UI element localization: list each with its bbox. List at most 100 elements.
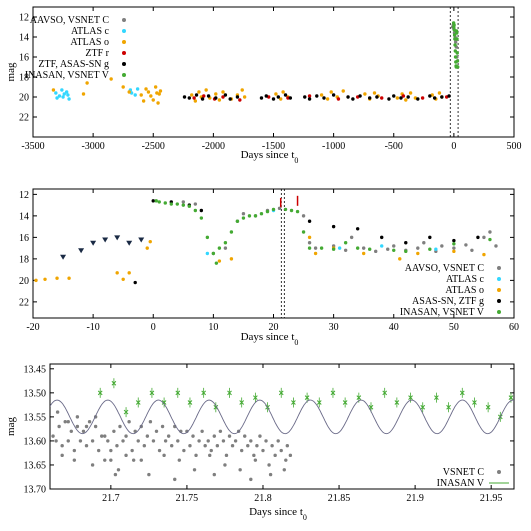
data-point	[201, 390, 207, 396]
data-point	[67, 276, 71, 280]
legend-label: ATLAS c	[71, 26, 110, 37]
data-point	[177, 458, 182, 462]
data-point	[124, 453, 128, 458]
data-point	[141, 99, 146, 103]
y-tick-label: 14	[19, 211, 29, 222]
data-point	[482, 252, 486, 257]
data-point	[62, 92, 66, 96]
data-point	[221, 439, 226, 443]
data-point	[401, 94, 406, 98]
data-point	[139, 93, 143, 97]
data-point	[57, 424, 61, 429]
data-point	[253, 395, 258, 401]
data-point	[127, 419, 131, 424]
plot-area	[51, 7, 460, 137]
data-point	[392, 248, 396, 252]
panel-bottom: 21.7 21.75 21.8 21.85 21.9 21.95 13.45 13.50 13.…	[5, 363, 515, 522]
legend-label: INASAN, VSNET V	[400, 307, 485, 318]
data-point	[288, 453, 293, 458]
data-point	[221, 95, 225, 99]
data-point	[66, 419, 70, 424]
data-point	[472, 400, 477, 405]
data-point	[176, 439, 180, 443]
data-point	[130, 448, 134, 453]
data-point	[289, 208, 294, 213]
legend-label: ATLAS o	[445, 285, 484, 296]
legend-swatch	[122, 40, 126, 44]
data-point	[233, 439, 238, 443]
x-tick-label: 500	[507, 141, 522, 152]
data-point	[181, 203, 186, 207]
data-point	[51, 434, 55, 438]
data-point	[194, 453, 198, 458]
data-point	[349, 235, 354, 240]
x-tick-label: 21.75	[176, 493, 199, 504]
y-tick-label: 12	[19, 190, 29, 201]
data-point	[428, 94, 432, 98]
data-point	[109, 458, 113, 462]
data-point	[253, 214, 258, 218]
data-point	[209, 448, 213, 453]
data-point	[258, 434, 262, 438]
data-point	[135, 87, 140, 91]
data-point	[212, 434, 217, 438]
y-tick-label: 13.50	[24, 388, 47, 399]
data-point	[313, 251, 318, 256]
data-point	[221, 90, 225, 94]
legend-swatch	[497, 277, 501, 281]
legend-label: ZTF r	[85, 48, 109, 59]
data-point	[102, 237, 109, 243]
data-point	[158, 89, 163, 93]
x-tick-label: 40	[389, 322, 399, 333]
data-point	[452, 246, 456, 250]
data-point	[230, 444, 235, 448]
data-point	[295, 209, 300, 214]
data-point	[240, 88, 244, 92]
data-point	[60, 88, 64, 92]
x-axis-label-main: Days since t	[241, 149, 295, 161]
data-point	[121, 85, 125, 89]
data-point	[428, 247, 432, 251]
data-point	[193, 208, 198, 213]
data-point	[153, 85, 158, 89]
data-point	[111, 380, 117, 386]
legend-swatch	[122, 73, 126, 77]
data-point	[138, 237, 145, 243]
data-point	[331, 93, 336, 97]
data-point	[100, 434, 104, 438]
data-point	[420, 404, 426, 410]
data-point	[147, 472, 151, 477]
x-tick-label: 60	[509, 322, 519, 333]
data-point	[242, 95, 247, 99]
data-point	[452, 238, 456, 243]
data-point	[87, 419, 92, 424]
plot-area	[34, 189, 498, 318]
data-point	[455, 51, 459, 55]
data-point	[432, 96, 437, 100]
x-tick-label: 0	[451, 141, 456, 152]
data-point	[55, 276, 59, 280]
data-point	[416, 251, 420, 256]
data-point	[252, 453, 256, 458]
y-tick-label: 22	[19, 297, 29, 308]
data-point	[205, 251, 210, 256]
data-point	[90, 240, 97, 246]
data-point	[187, 96, 192, 100]
data-point	[206, 94, 211, 98]
data-point	[142, 444, 147, 448]
data-point	[408, 91, 413, 95]
data-point	[112, 429, 116, 434]
data-point	[69, 429, 73, 434]
data-point	[181, 200, 186, 204]
x-tick-label: -3000	[81, 141, 104, 152]
data-point	[456, 65, 460, 69]
x-tick-label: 21.8	[254, 493, 272, 504]
data-point	[271, 207, 276, 212]
data-point	[453, 55, 458, 59]
data-point	[43, 277, 47, 281]
data-point	[202, 94, 206, 98]
y-axis-label: mag	[5, 62, 17, 81]
data-point	[404, 241, 408, 245]
legend-swatch	[122, 62, 126, 66]
